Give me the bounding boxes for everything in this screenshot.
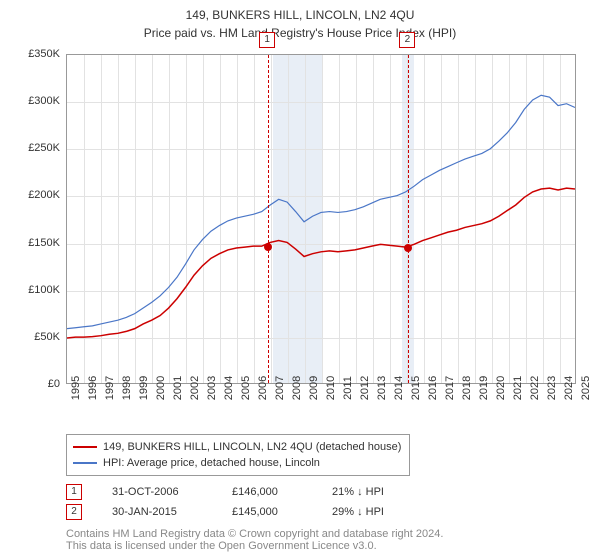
y-tick-label: £200K [18,189,60,201]
sale-marker-line [408,55,409,383]
sale-price: £146,000 [232,486,302,498]
sale-row: 1 31-OCT-2006 £146,000 21% ↓ HPI [66,482,590,502]
sale-marker-box: 2 [399,32,415,48]
series-line-property [67,188,575,338]
sale-marker-dot [264,243,272,251]
x-tick-label: 2015 [410,376,422,400]
y-tick-label: £150K [18,237,60,249]
x-tick-label: 2001 [172,376,184,400]
sale-marker-dot [404,244,412,252]
x-tick-label: 1998 [121,376,133,400]
x-tick-label: 2019 [478,376,490,400]
sale-date: 31-OCT-2006 [112,486,202,498]
legend-item: 149, BUNKERS HILL, LINCOLN, LN2 4QU (det… [73,439,401,455]
x-tick-label: 2021 [512,376,524,400]
x-tick-label: 2011 [342,376,354,400]
x-tick-label: 2013 [376,376,388,400]
x-tick-label: 2009 [308,376,320,400]
legend-label: HPI: Average price, detached house, Linc… [103,457,320,469]
x-tick-label: 2023 [546,376,558,400]
line-layer [67,55,575,383]
sale-delta-vs-hpi: 29% ↓ HPI [332,506,422,518]
sale-price: £145,000 [232,506,302,518]
chart-area: £0£50K£100K£150K£200K£250K£300K£350K1995… [22,48,587,428]
y-tick-label: £350K [18,48,60,60]
x-tick-label: 2007 [274,376,286,400]
x-tick-label: 1997 [104,376,116,400]
y-tick-label: £50K [18,331,60,343]
y-tick-label: £100K [18,284,60,296]
chart-subtitle: Price paid vs. HM Land Registry's House … [10,26,590,40]
sales-table: 1 31-OCT-2006 £146,000 21% ↓ HPI 2 30-JAN-201… [66,482,590,522]
sale-row-marker: 2 [66,504,82,520]
y-tick-label: £300K [18,95,60,107]
sale-delta-vs-hpi: 21% ↓ HPI [332,486,422,498]
sale-date: 30-JAN-2015 [112,506,202,518]
legend-box: 149, BUNKERS HILL, LINCOLN, LN2 4QU (det… [66,434,410,476]
x-tick-label: 1999 [138,376,150,400]
sale-marker-line [268,55,269,383]
x-tick-label: 2005 [240,376,252,400]
x-tick-label: 2024 [563,376,575,400]
legend-label: 149, BUNKERS HILL, LINCOLN, LN2 4QU (det… [103,441,401,453]
sale-row: 2 30-JAN-2015 £145,000 29% ↓ HPI [66,502,590,522]
x-tick-label: 2010 [325,376,337,400]
footer-line-1: Contains HM Land Registry data © Crown c… [66,528,590,540]
chart-title: 149, BUNKERS HILL, LINCOLN, LN2 4QU [10,8,590,22]
y-tick-label: £0 [18,378,60,390]
x-tick-label: 2004 [223,376,235,400]
sale-row-marker: 1 [66,484,82,500]
sale-marker-box: 1 [259,32,275,48]
x-tick-label: 2025 [580,376,592,400]
x-tick-label: 2002 [189,376,201,400]
x-tick-label: 1996 [87,376,99,400]
x-tick-label: 2008 [291,376,303,400]
x-tick-label: 2016 [427,376,439,400]
x-tick-label: 2022 [529,376,541,400]
x-tick-label: 2018 [461,376,473,400]
y-tick-label: £250K [18,142,60,154]
x-tick-label: 1995 [70,376,82,400]
plot-region [66,54,576,384]
x-tick-label: 2017 [444,376,456,400]
x-tick-label: 2000 [155,376,167,400]
attribution-footer: Contains HM Land Registry data © Crown c… [66,528,590,552]
x-tick-label: 2014 [393,376,405,400]
x-tick-label: 2012 [359,376,371,400]
x-tick-label: 2020 [495,376,507,400]
x-tick-label: 2003 [206,376,218,400]
x-tick-label: 2006 [257,376,269,400]
legend-swatch [73,446,97,448]
series-line-hpi [67,95,575,328]
footer-line-2: This data is licensed under the Open Gov… [66,540,590,552]
legend-swatch [73,462,97,464]
legend-item: HPI: Average price, detached house, Linc… [73,455,401,471]
